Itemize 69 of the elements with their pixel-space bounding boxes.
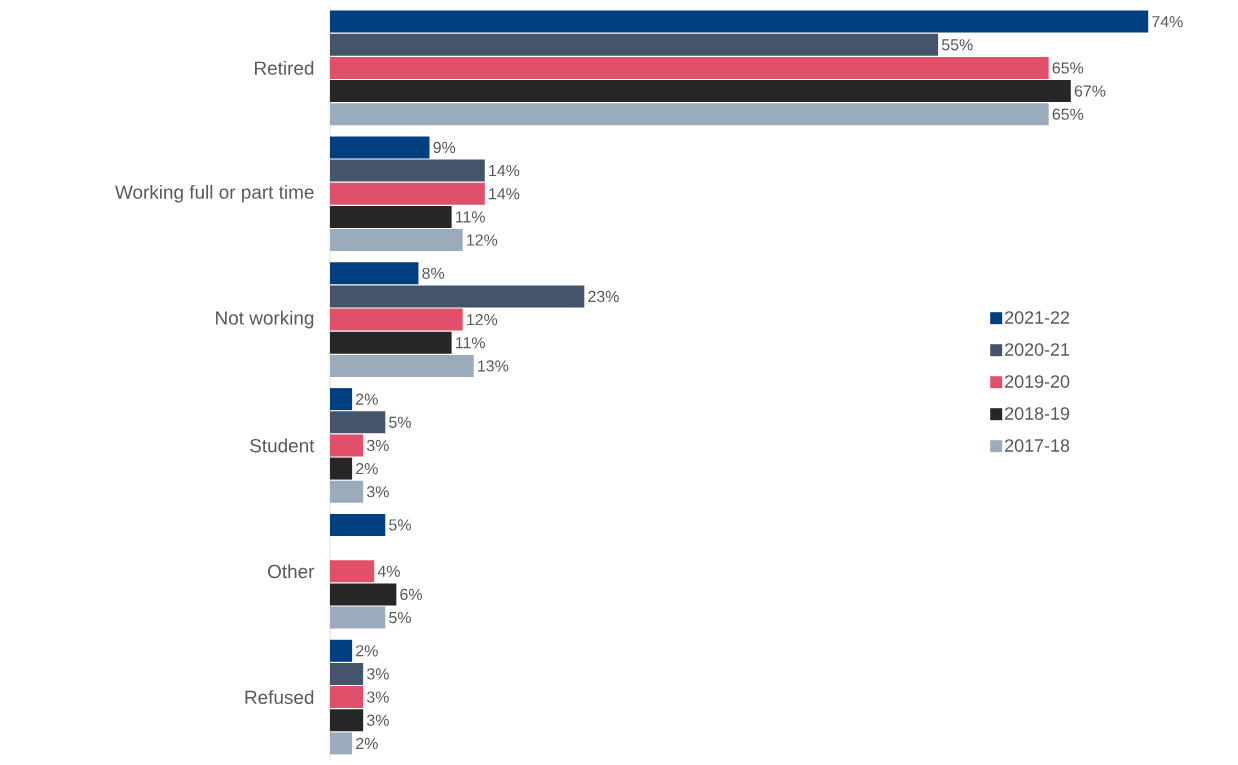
bar: [330, 308, 463, 331]
bar: [330, 56, 1049, 79]
bar: [330, 411, 386, 434]
data-label: 12%: [467, 234, 498, 246]
data-label: 4%: [377, 565, 400, 577]
bar: [330, 560, 375, 583]
bar: [330, 606, 386, 629]
bar: [330, 10, 1149, 33]
data-label: 5%: [389, 519, 411, 531]
bar: [330, 159, 485, 182]
bar: [330, 709, 364, 732]
bar: [330, 229, 463, 252]
data-label: 2%: [356, 462, 378, 475]
bar: [330, 103, 1049, 126]
bar: [330, 388, 353, 411]
bar: [330, 662, 364, 685]
data-label: 65%: [1052, 62, 1084, 74]
y-tick-label: Retired: [255, 60, 314, 75]
y-tick-label: Not working: [216, 310, 314, 329]
data-label: 5%: [389, 611, 411, 624]
data-label: 12%: [467, 313, 498, 326]
bar: [330, 480, 364, 503]
data-label: 11%: [456, 211, 485, 223]
data-label: 14%: [489, 188, 520, 200]
y-tick-label: Refused: [245, 690, 314, 705]
data-label: 13%: [478, 360, 509, 372]
data-label: 67%: [1074, 85, 1106, 97]
bar: [330, 639, 353, 662]
data-label: 2%: [356, 645, 378, 657]
bar: [330, 182, 485, 205]
data-label: 11%: [456, 337, 485, 349]
y-tick-label: Student: [250, 438, 315, 453]
data-label: 6%: [400, 588, 423, 601]
y-tick-label: Working full or part time: [115, 184, 314, 203]
bar: [330, 205, 452, 228]
data-label: 23%: [588, 290, 619, 303]
bar: [330, 80, 1071, 103]
legend-label: 2021-22: [1005, 311, 1070, 324]
data-label: 3%: [366, 691, 389, 703]
data-label: 3%: [366, 714, 389, 726]
legend-label: 2019-20: [1005, 375, 1070, 388]
data-label: 65%: [1052, 108, 1084, 120]
data-label: 2%: [356, 737, 378, 750]
data-label: 5%: [389, 416, 411, 428]
bar: [330, 434, 364, 457]
data-label: 74%: [1152, 16, 1183, 28]
data-label: 2%: [356, 393, 378, 405]
data-label: 3%: [366, 668, 389, 680]
data-label: 55%: [941, 39, 973, 51]
bar: [330, 457, 353, 480]
bar: [330, 136, 430, 159]
data-label: 14%: [489, 165, 520, 177]
bar: [330, 33, 939, 56]
bar: [330, 262, 419, 285]
bar: [330, 686, 364, 709]
y-tick-label: Other: [268, 564, 315, 579]
data-label: 3%: [366, 486, 389, 498]
data-label: 8%: [422, 267, 445, 279]
legend-label: 2017-18: [1005, 439, 1070, 452]
bar: [330, 354, 474, 377]
legend-label: 2020-21: [1005, 343, 1070, 356]
bar: [330, 331, 452, 354]
bar: [330, 513, 386, 536]
bar: [330, 285, 585, 308]
data-label: 3%: [366, 439, 389, 452]
data-label: 9%: [433, 141, 456, 154]
legend-label: 2018-19: [1005, 407, 1070, 420]
bar: [330, 583, 397, 606]
bar: [330, 732, 353, 755]
